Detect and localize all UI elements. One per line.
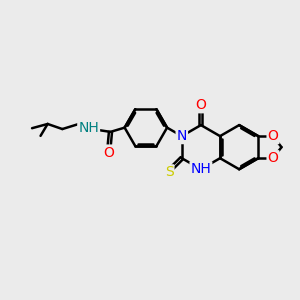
Text: O: O	[196, 98, 206, 112]
Text: O: O	[103, 146, 115, 160]
Text: O: O	[268, 129, 278, 143]
Text: S: S	[165, 165, 173, 179]
Text: O: O	[268, 151, 278, 165]
Text: N: N	[177, 129, 187, 143]
Text: NH: NH	[190, 162, 211, 176]
Text: NH: NH	[78, 121, 99, 135]
